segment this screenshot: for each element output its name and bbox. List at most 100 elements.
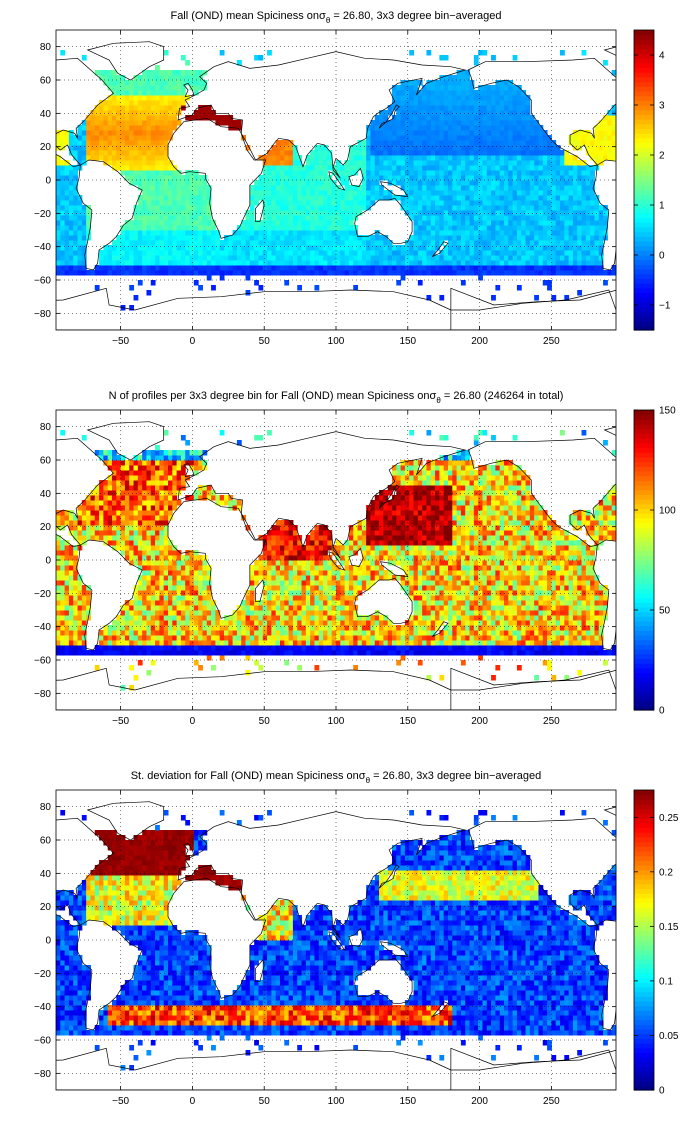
heat-cell [99, 130, 104, 136]
heat-cell [73, 625, 78, 631]
heat-cell [569, 250, 574, 256]
heat-cell [108, 245, 113, 251]
heat-cell [151, 230, 156, 236]
heat-cell [155, 570, 160, 576]
heat-cell [431, 160, 436, 166]
heat-cell [293, 270, 298, 276]
heat-cell [168, 220, 173, 226]
heat-cell [211, 605, 216, 611]
heat-cell [388, 140, 393, 146]
heat-cell [310, 245, 315, 251]
heat-cell [103, 530, 108, 536]
heat-cell [190, 600, 195, 606]
heat-cell [336, 165, 341, 171]
heat-cell [383, 140, 388, 146]
heat-cell [452, 230, 457, 236]
heat-cell [159, 510, 164, 516]
heat-cell [116, 105, 121, 111]
heat-cell [448, 220, 453, 226]
heat-cell [146, 190, 151, 196]
heat-cell [146, 85, 151, 91]
heat-cell [177, 465, 182, 471]
heat-cell [159, 615, 164, 621]
heat-cell [513, 200, 518, 206]
heat-cell [560, 50, 565, 56]
heat-cell [577, 250, 582, 256]
heat-cell [237, 230, 242, 236]
heat-cell [323, 240, 328, 246]
heat-cell [426, 200, 431, 206]
heat-cell [164, 510, 169, 516]
heat-cell [564, 190, 569, 196]
heat-cell [543, 165, 548, 171]
heat-cell [276, 245, 281, 251]
heat-cell [461, 150, 466, 156]
heat-cell [138, 470, 143, 476]
heat-cell [73, 260, 78, 266]
heat-cell [418, 195, 423, 201]
heat-cell [125, 265, 130, 271]
heat-cell [526, 245, 531, 251]
heat-cell [422, 215, 427, 221]
heat-cell [474, 140, 479, 146]
heat-cell [168, 620, 173, 626]
heat-cell [314, 180, 319, 186]
heat-cell [457, 155, 462, 161]
heat-cell [65, 205, 70, 211]
heat-cell [401, 90, 406, 96]
heat-cell [452, 90, 457, 96]
heat-cell [194, 465, 199, 471]
heat-cell [146, 180, 151, 186]
heat-cell [560, 195, 565, 201]
heat-cell [513, 155, 518, 161]
heat-cell [177, 575, 182, 581]
heat-cell [306, 265, 311, 271]
heat-cell [530, 225, 535, 231]
colorbar-segment [634, 246, 654, 251]
heat-cell [418, 105, 423, 111]
heat-cell [233, 650, 238, 656]
heat-cell [86, 595, 91, 601]
heat-cell [560, 210, 565, 216]
heat-cell [457, 125, 462, 131]
heat-cell [172, 250, 177, 256]
heat-cell [452, 225, 457, 231]
heat-cell [267, 200, 272, 206]
heat-cell [551, 145, 556, 151]
heat-cell [159, 585, 164, 591]
heat-cell [190, 170, 195, 176]
heat-cell [207, 110, 212, 116]
heat-cell [504, 225, 509, 231]
heat-cell [142, 250, 147, 256]
heat-cell [134, 90, 139, 96]
heat-cell [603, 215, 608, 221]
heat-cell [306, 190, 311, 196]
heat-cell [168, 215, 173, 221]
heat-cell [78, 615, 83, 621]
heat-cell [177, 100, 182, 106]
heat-cell [358, 145, 363, 151]
heat-cell [405, 100, 410, 106]
heat-cell [138, 635, 143, 641]
heat-cell [414, 255, 419, 261]
heat-cell [73, 185, 78, 191]
heat-cell [526, 190, 531, 196]
heat-cell [263, 175, 268, 181]
heat-cell [65, 240, 70, 246]
heat-cell [293, 220, 298, 226]
heat-cell [383, 155, 388, 161]
heat-cell [526, 205, 531, 211]
heat-cell [112, 115, 117, 121]
heat-cell [319, 225, 324, 231]
heat-cell [82, 220, 87, 226]
heat-cell [146, 250, 151, 256]
heat-cell [409, 150, 414, 156]
heat-cell [121, 235, 126, 241]
heat-cell [138, 205, 143, 211]
heat-cell [560, 215, 565, 221]
heat-cell [547, 245, 552, 251]
heat-cell [73, 595, 78, 601]
heat-cell [215, 265, 220, 271]
heat-cell [366, 145, 371, 151]
heat-cell [306, 230, 311, 236]
